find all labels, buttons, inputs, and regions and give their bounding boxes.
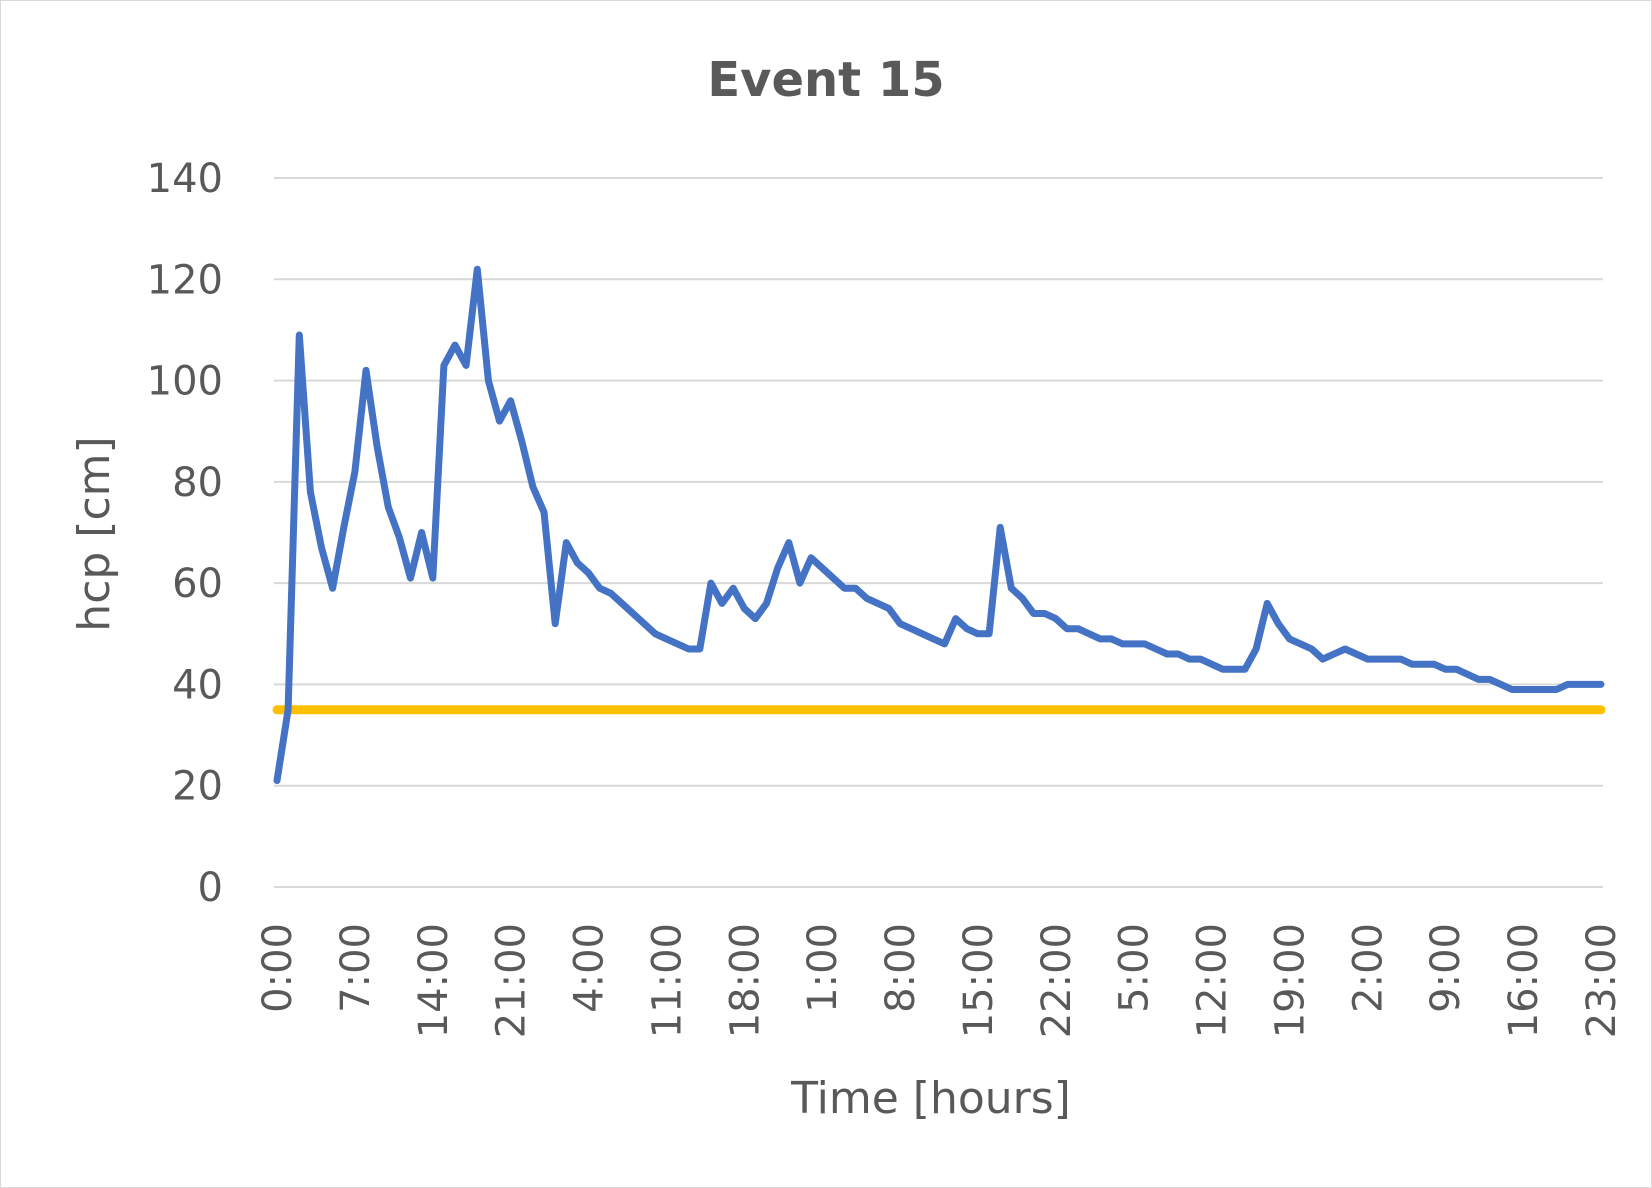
y-tick-label: 120	[147, 257, 223, 303]
x-tick-label: 0:00	[255, 923, 301, 1013]
x-tick-label: 7:00	[333, 923, 379, 1013]
x-tick-label: 21:00	[489, 923, 535, 1038]
y-tick-label: 60	[172, 561, 223, 607]
y-axis-title: hcp [cm]	[69, 436, 120, 631]
y-tick-label: 140	[147, 156, 223, 202]
y-tick-label: 40	[172, 662, 223, 708]
x-tick-label: 22:00	[1034, 923, 1080, 1038]
chart-title: Event 15	[707, 52, 944, 108]
x-axis-ticks: 0:00 7:00 14:00 21:00 4:00 11:00 18:00 1:00 8:00…	[255, 923, 1625, 1038]
y-tick-label: 100	[147, 359, 223, 405]
x-tick-label: 2:00	[1345, 923, 1391, 1013]
x-tick-label: 8:00	[878, 923, 924, 1013]
x-tick-label: 14:00	[411, 923, 457, 1038]
y-tick-label: 80	[172, 460, 223, 506]
x-tick-label: 5:00	[1112, 923, 1158, 1013]
x-tick-label: 19:00	[1267, 923, 1313, 1038]
x-tick-label: 1:00	[800, 923, 846, 1013]
y-tick-label: 20	[172, 764, 223, 810]
x-tick-label: 23:00	[1579, 923, 1625, 1038]
series-layer	[272, 265, 1606, 785]
x-axis-title: Time [hours]	[790, 1073, 1071, 1124]
series-hcp	[273, 265, 1605, 785]
gridlines	[274, 177, 1603, 888]
x-tick-label: 15:00	[956, 923, 1002, 1038]
x-tick-label: 4:00	[567, 923, 613, 1013]
y-tick-label: 0	[198, 865, 223, 911]
x-tick-label: 9:00	[1423, 923, 1469, 1013]
y-axis-ticks: 0 20 40 60 80 100 120 140	[147, 156, 223, 911]
x-tick-label: 11:00	[644, 923, 690, 1038]
x-tick-label: 12:00	[1190, 923, 1236, 1038]
x-tick-label: 16:00	[1501, 923, 1547, 1038]
series-line-hcp	[273, 265, 1605, 785]
x-tick-label: 18:00	[722, 923, 768, 1038]
